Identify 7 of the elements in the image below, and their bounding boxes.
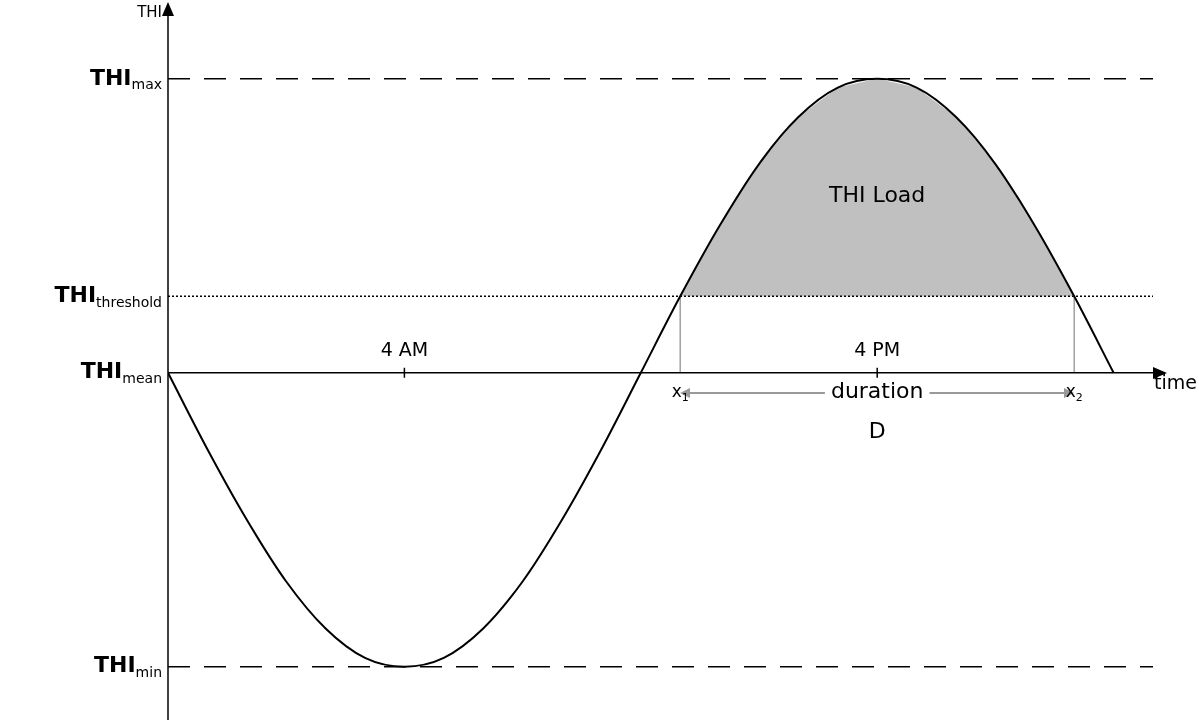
annotation: THI Load — [828, 182, 926, 208]
x-axis-title: time — [1154, 371, 1197, 394]
x-tick-label: 4 PM — [854, 337, 901, 360]
annotation: duration — [830, 378, 924, 404]
y-axis-title: THI — [136, 3, 162, 22]
x-tick-label: 4 AM — [380, 337, 429, 360]
annotation: D — [868, 418, 886, 444]
